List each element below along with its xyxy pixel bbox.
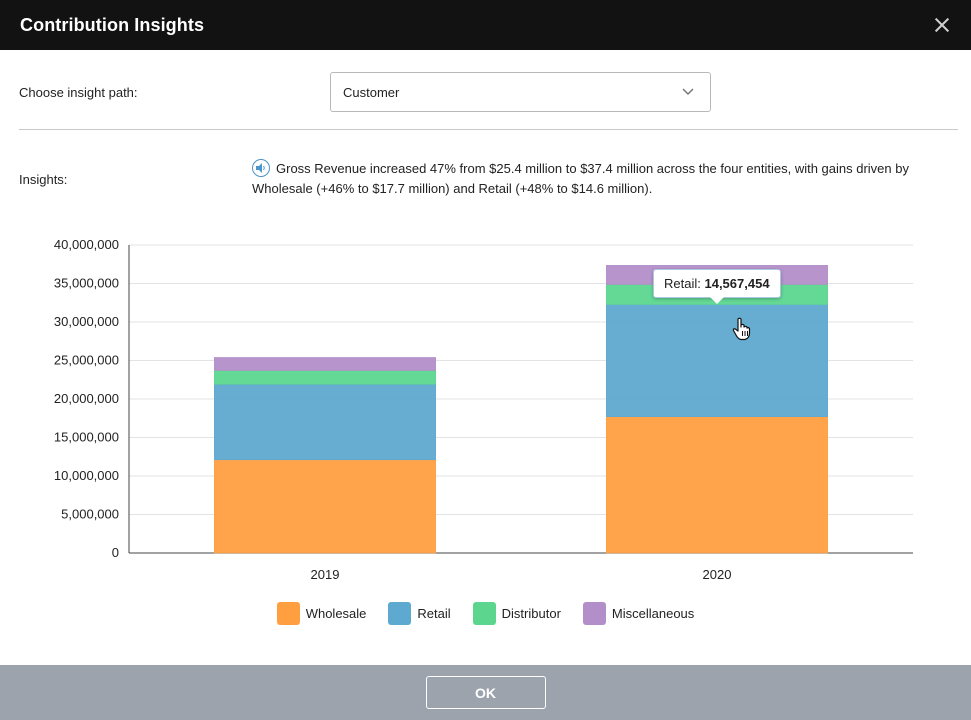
insights-label: Insights:: [19, 172, 68, 187]
bar-distributor-2019: [214, 370, 436, 385]
y-tick-label: 0: [112, 545, 119, 560]
close-icon[interactable]: [931, 14, 953, 36]
chart-tooltip: Retail: 14,567,454: [653, 268, 781, 304]
dialog-titlebar: Contribution Insights: [0, 0, 971, 50]
dialog-title: Contribution Insights: [20, 14, 205, 35]
bar-wholesale-2019: [214, 459, 436, 554]
legend-swatch: [276, 601, 300, 625]
divider: [19, 129, 958, 130]
legend-swatch: [582, 601, 606, 625]
y-tick-label: 10,000,000: [54, 468, 119, 483]
legend-item-wholesale[interactable]: Wholesale: [276, 601, 367, 625]
x-tick-label: 2020: [703, 567, 732, 582]
chevron-down-icon: [682, 88, 694, 96]
speaker-icon[interactable]: [252, 159, 270, 177]
y-tick-label: 40,000,000: [54, 237, 119, 252]
legend-item-retail[interactable]: Retail: [388, 601, 451, 625]
y-tick-label: 5,000,000: [61, 507, 119, 522]
hand-cursor-icon: [732, 317, 751, 340]
legend-swatch: [472, 601, 496, 625]
legend-item-miscellaneous[interactable]: Miscellaneous: [582, 601, 695, 625]
bar-wholesale-2020: [606, 416, 828, 554]
y-tick-label: 25,000,000: [54, 353, 119, 368]
insight-text: Gross Revenue increased 47% from $25.4 m…: [252, 161, 909, 196]
legend-label: Miscellaneous: [611, 605, 695, 621]
chart-legend: Wholesale Retail Distributor Miscellaneous: [0, 600, 971, 626]
tooltip-value: 14,567,454: [704, 275, 770, 291]
dialog-footer: OK: [0, 665, 971, 720]
stacked-bar-chart: 0 5,000,000 10,000,000 15,000,000 20,000,000…: [54, 237, 913, 582]
ok-button[interactable]: OK: [425, 676, 546, 709]
insight-text-block: Gross Revenue increased 47% from $25.4 m…: [252, 159, 952, 199]
legend-label: Wholesale: [305, 605, 367, 621]
y-tick-label: 35,000,000: [54, 276, 119, 291]
y-tick-label: 20,000,000: [54, 391, 119, 406]
insight-path-select[interactable]: Customer: [330, 72, 711, 112]
bar-retail-2020: [606, 304, 828, 417]
legend-swatch: [388, 601, 412, 625]
y-tick-label: 15,000,000: [54, 430, 119, 445]
tooltip-label: Retail:: [664, 275, 701, 291]
y-tick-label: 30,000,000: [54, 314, 119, 329]
insight-path-label: Choose insight path:: [19, 85, 138, 100]
legend-item-distributor[interactable]: Distributor: [472, 601, 561, 625]
bar-miscellaneous-2019: [214, 357, 436, 371]
x-tick-label: 2019: [311, 567, 340, 582]
bar-retail-2019: [214, 384, 436, 461]
insight-path-value: Customer: [343, 84, 400, 100]
legend-label: Retail: [417, 605, 451, 621]
legend-label: Distributor: [501, 605, 561, 621]
